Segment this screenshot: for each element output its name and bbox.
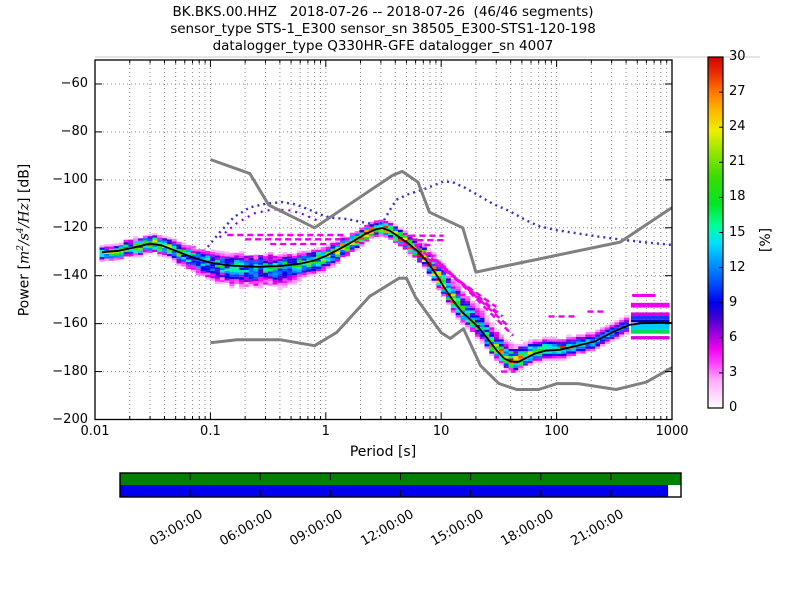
colorbar-tick-label: 15 (729, 224, 746, 240)
y-tick-label: −120 (52, 219, 88, 235)
colorbar-tick-label: 27 (729, 84, 746, 100)
colorbar-tick-label: 21 (729, 154, 746, 170)
x-tick-label: 1000 (655, 424, 689, 439)
x-tick-label: 0.1 (200, 424, 221, 439)
earthquake-trace (206, 180, 672, 248)
colorbar-tick-label: 24 (729, 119, 746, 135)
colorbar-tick-label: 3 (729, 364, 738, 380)
colorbar-tick-label: 0 (729, 400, 738, 415)
peterson-noise-models (209, 158, 672, 391)
y-tick-label: −160 (52, 315, 88, 331)
y-tick-label: −60 (60, 75, 88, 91)
colorbar-tick-label: 9 (729, 294, 738, 310)
colorbar-tick-label: 18 (729, 189, 746, 205)
axes-frame (94, 59, 673, 421)
colorbar-tick-label: 12 (729, 259, 746, 275)
y-tick-label: −140 (52, 267, 88, 283)
title-line-3: datalogger_type Q330HR-GFE datalogger_sn… (212, 38, 554, 54)
y-tick-label: −200 (52, 411, 88, 427)
x-tick-label: 10 (432, 424, 450, 439)
colorbar-tick-label: 6 (729, 329, 738, 345)
title-line-1: BK.BKS.00.HHZ 2018-07-26 -- 2018-07-26 (… (172, 4, 594, 20)
mode-line (101, 227, 672, 363)
outlier-psd-lines (227, 233, 655, 373)
title-line-2: sensor_type STS-1_E300 sensor_sn 38505_E… (170, 21, 596, 37)
histogram-cells (99, 219, 629, 373)
x-axis-label: Period [s] (349, 444, 417, 460)
colorbar-tick-label: 30 (729, 49, 746, 64)
coverage-bar (119, 472, 682, 498)
gridlines (95, 60, 672, 420)
y-tick-label: −180 (52, 363, 88, 379)
x-tick-label: 1 (321, 424, 330, 439)
x-tick-label: 0.01 (80, 424, 110, 439)
colorbar (707, 56, 724, 409)
y-tick-label: −100 (52, 171, 88, 187)
x-tick-label: 100 (544, 424, 569, 439)
y-tick-label: −80 (60, 123, 88, 139)
